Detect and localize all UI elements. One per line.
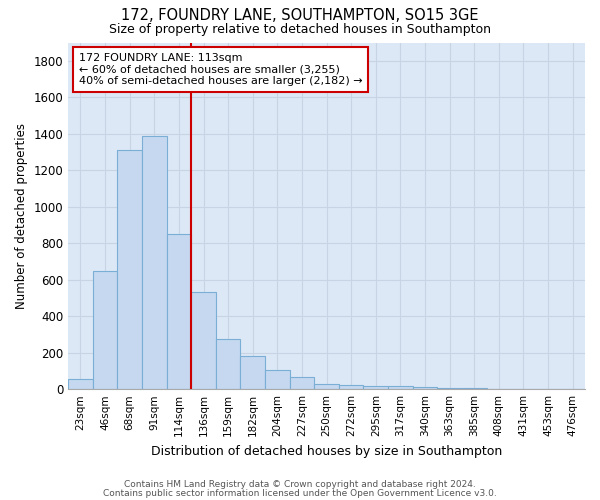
Bar: [241, 356, 265, 389]
Bar: [118, 150, 142, 389]
Text: Contains public sector information licensed under the Open Government Licence v3: Contains public sector information licen…: [103, 488, 497, 498]
Text: 172, FOUNDRY LANE, SOUTHAMPTON, SO15 3GE: 172, FOUNDRY LANE, SOUTHAMPTON, SO15 3GE: [121, 8, 479, 22]
Bar: [462, 388, 487, 389]
Bar: [364, 386, 388, 389]
Bar: [339, 384, 364, 389]
Bar: [93, 272, 118, 389]
Bar: [388, 386, 413, 389]
Bar: [68, 379, 93, 389]
Bar: [413, 388, 437, 389]
Text: Contains HM Land Registry data © Crown copyright and database right 2024.: Contains HM Land Registry data © Crown c…: [124, 480, 476, 489]
Bar: [265, 370, 290, 389]
X-axis label: Distribution of detached houses by size in Southampton: Distribution of detached houses by size …: [151, 444, 502, 458]
Bar: [314, 384, 339, 389]
Bar: [167, 234, 191, 389]
Bar: [142, 136, 167, 389]
Text: 172 FOUNDRY LANE: 113sqm
← 60% of detached houses are smaller (3,255)
40% of sem: 172 FOUNDRY LANE: 113sqm ← 60% of detach…: [79, 53, 362, 86]
Text: Size of property relative to detached houses in Southampton: Size of property relative to detached ho…: [109, 22, 491, 36]
Bar: [191, 292, 216, 389]
Bar: [216, 339, 241, 389]
Bar: [437, 388, 462, 389]
Bar: [290, 378, 314, 389]
Y-axis label: Number of detached properties: Number of detached properties: [15, 123, 28, 309]
